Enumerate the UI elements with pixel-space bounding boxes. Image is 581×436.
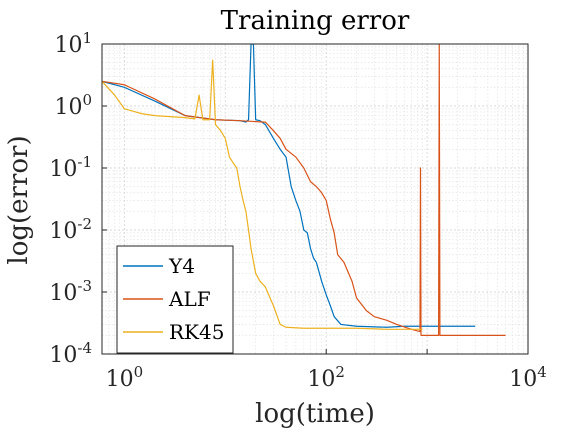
- legend-item: RK45: [123, 320, 224, 344]
- series-line-alf: [102, 44, 506, 336]
- legend-item: ALF: [123, 287, 211, 311]
- y-tick-label: 100: [54, 91, 92, 120]
- legend: Y4 ALF RK45: [116, 245, 234, 354]
- x-axis-ticks: 100 102 104: [106, 349, 547, 392]
- series-line-rk45: [102, 59, 423, 330]
- legend-label: ALF: [168, 287, 211, 311]
- y-tick-label: 10-1: [49, 153, 92, 182]
- legend-label: Y4: [168, 254, 195, 278]
- x-axis-title: log(time): [255, 399, 375, 429]
- series-layer: [102, 44, 506, 336]
- y-tick-label: 10-4: [49, 339, 92, 368]
- series-line-y4: [102, 44, 476, 328]
- x-tick-label: 104: [509, 363, 547, 392]
- y-axis-title: log(error): [4, 135, 34, 264]
- legend-item: Y4: [123, 254, 195, 278]
- y-tick-label: 101: [54, 29, 92, 58]
- y-tick-label: 10-3: [49, 277, 92, 306]
- legend-label: RK45: [169, 320, 224, 344]
- y-tick-label: 10-2: [49, 215, 92, 244]
- chart-title: Training error: [221, 6, 410, 36]
- x-tick-label: 100: [106, 363, 144, 392]
- x-tick-label: 102: [307, 363, 345, 392]
- y-axis-ticks: 101 100 10-1 10-2 10-3 10-4: [49, 29, 107, 368]
- plot-frame: [101, 43, 529, 355]
